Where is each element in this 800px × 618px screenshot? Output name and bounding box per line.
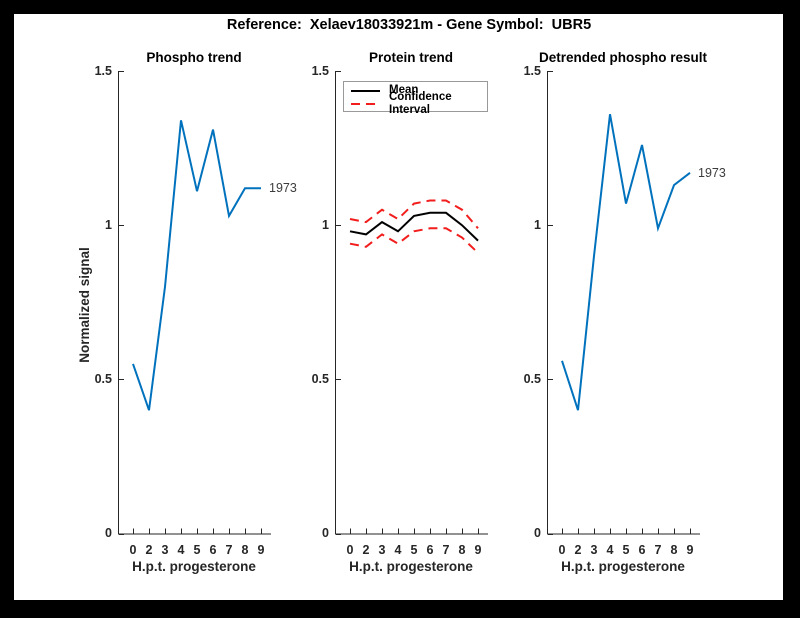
series-line-1973: [561, 114, 691, 411]
axes-frame: [335, 71, 488, 535]
series-line-confidence-interval-lower: [349, 227, 479, 254]
series-line-mean: [349, 211, 479, 242]
series-line-confidence-interval-upper: [349, 199, 479, 229]
axes-frame: [118, 71, 271, 535]
series-line-1973: [132, 120, 261, 411]
axes-frame: [547, 71, 700, 535]
